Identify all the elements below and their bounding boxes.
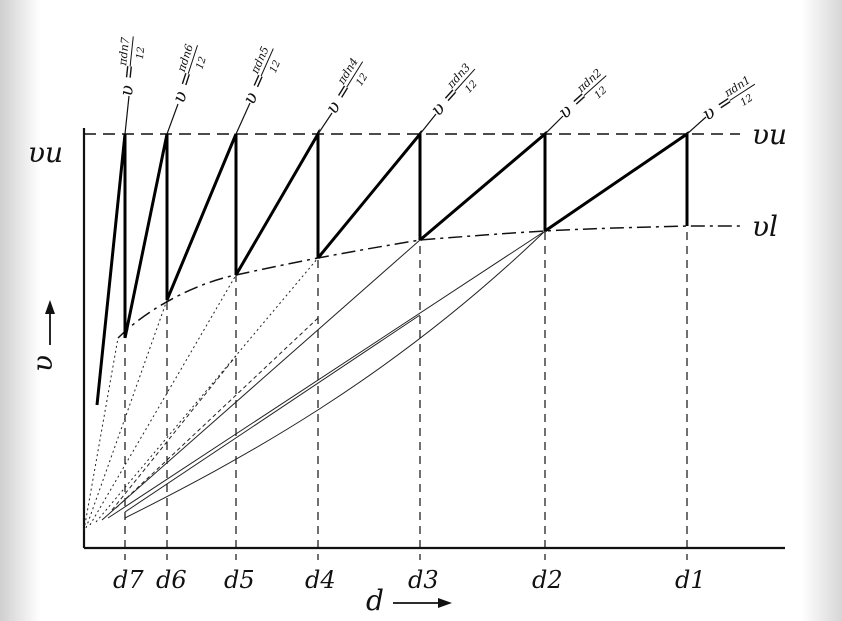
vu-right-label: υu [752, 118, 787, 151]
speed-segment-2 [419, 130, 547, 242]
tick-label-d7: d7 [113, 566, 144, 594]
ext-5 [235, 102, 251, 135]
formula-n5-den: 12 [268, 59, 283, 75]
formula-n5: υ = πdn5 12 [239, 44, 283, 108]
formula-n6-lhs: υ = [168, 69, 198, 106]
ext-3 [419, 113, 437, 135]
formula-n3: υ = πdn3 12 [427, 61, 480, 120]
formula-n2-den: 12 [593, 85, 610, 102]
speed-lines [95, 128, 689, 406]
formula-n7-lhs: υ = [116, 63, 140, 97]
formula-n4-den: 12 [354, 72, 370, 89]
ext-1 [686, 116, 707, 135]
speed-segment-4 [234, 128, 320, 276]
ray-3-line [101, 239, 421, 521]
ray-extra-1 [124, 314, 421, 513]
formula-n7-den: 12 [135, 46, 147, 60]
ray-5-dotted [89, 274, 237, 526]
formula-n3-den: 12 [463, 79, 480, 96]
ray-extra-2 [124, 230, 546, 519]
vl-right-label: υl [752, 210, 778, 243]
ray-2-line [107, 230, 546, 519]
tick-label-d4: d4 [305, 566, 336, 594]
formula-n5-lhs: υ = [239, 70, 271, 108]
line-extensions [124, 95, 707, 135]
formula-n4: υ = πdn4 12 [322, 56, 371, 118]
speed-segment-5 [165, 133, 238, 301]
speed-segment-7 [95, 133, 127, 406]
y-axis-label: υ [26, 355, 59, 372]
formula-n7-num: πdn7 [116, 37, 132, 68]
ray-6-dotted [85, 299, 168, 529]
ext-6 [166, 103, 179, 135]
ray-extra-3 [111, 355, 237, 511]
tick-label-d3: d3 [408, 566, 439, 594]
ext-2 [544, 115, 564, 135]
vu-left-label: υu [28, 136, 63, 169]
right-page-shadow [802, 0, 842, 621]
ext-4 [317, 112, 333, 135]
speed-segment-3 [316, 129, 422, 259]
y-axis-arrow [45, 300, 55, 345]
formula-n7: υ = πdn7 12 [116, 36, 147, 97]
formula-n4-lhs: υ = [322, 80, 357, 118]
x-axis-label: d [366, 584, 384, 617]
tick-label-d1: d1 [675, 566, 706, 594]
left-page-shadow [0, 0, 40, 621]
formula-n6-den: 12 [194, 55, 208, 71]
speed-segment-1 [544, 131, 689, 233]
axes [82, 128, 785, 550]
tick-label-d5: d5 [224, 566, 255, 594]
ext-7 [124, 95, 130, 135]
d-tick-labels: d7 d6 d5 d4 d3 d2 d1 [113, 566, 706, 594]
tick-label-d2: d2 [532, 566, 563, 594]
formula-n1-den: 12 [739, 93, 756, 109]
thin-rays [83, 230, 546, 531]
ray-extra-4 [115, 317, 319, 509]
speed-segment-6 [123, 133, 169, 339]
tick-label-d6: d6 [156, 566, 187, 594]
x-axis-arrow [393, 598, 452, 608]
formula-n6: υ = πdn6 12 [168, 42, 208, 106]
ray-4-dotted [95, 257, 319, 523]
lower-limit-curve [117, 225, 740, 339]
